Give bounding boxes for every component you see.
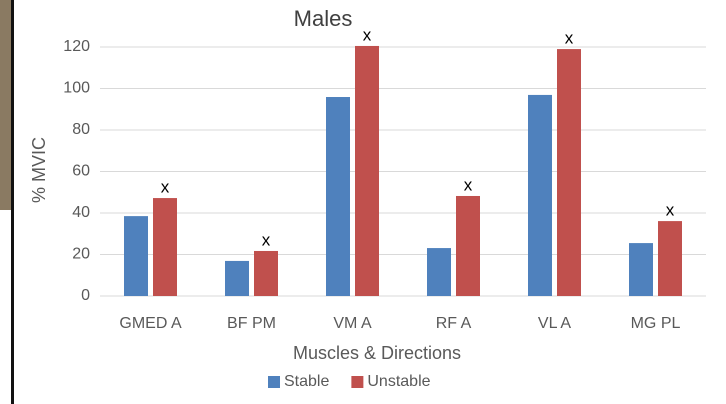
y-tick-label: 80 bbox=[72, 121, 90, 138]
frame-edge bbox=[11, 0, 14, 404]
annotation: x bbox=[565, 29, 574, 48]
bar bbox=[153, 198, 177, 296]
y-tick-label: 0 bbox=[81, 287, 90, 304]
x-tick-label: GMED A bbox=[119, 315, 182, 332]
y-tick-label: 120 bbox=[63, 38, 90, 55]
y-tick-label: 60 bbox=[72, 163, 90, 180]
annotation: x bbox=[161, 178, 170, 197]
legend-swatch bbox=[268, 376, 280, 388]
legend-label: Unstable bbox=[367, 373, 430, 390]
chart-title: Males bbox=[294, 6, 353, 31]
bar bbox=[629, 243, 653, 296]
y-tick-label: 20 bbox=[72, 246, 90, 263]
bar bbox=[528, 95, 552, 296]
annotation: x bbox=[262, 230, 271, 249]
x-tick-label: RF A bbox=[436, 315, 472, 332]
x-tick-label: MG PL bbox=[631, 315, 681, 332]
x-tick-label: VL A bbox=[538, 315, 572, 332]
bar bbox=[658, 221, 682, 296]
x-tick-label: BF PM bbox=[227, 315, 276, 332]
bar bbox=[557, 49, 581, 296]
annotation: x bbox=[666, 201, 675, 220]
annotation: x bbox=[363, 25, 372, 44]
chart: Males % MVIC Muscles & Directions 0 20 40 6… bbox=[0, 0, 726, 404]
bar bbox=[326, 97, 350, 296]
y-axis-title: % MVIC bbox=[29, 137, 49, 203]
annotation: x bbox=[464, 175, 473, 194]
bar bbox=[427, 248, 451, 296]
bar bbox=[124, 216, 148, 296]
bar bbox=[456, 196, 480, 296]
x-axis-title: Muscles & Directions bbox=[293, 343, 461, 363]
background-strip bbox=[0, 0, 11, 210]
legend-label: Stable bbox=[284, 373, 329, 390]
x-tick-label: VM A bbox=[333, 315, 372, 332]
legend-swatch bbox=[351, 376, 363, 388]
bar bbox=[225, 261, 249, 296]
bar bbox=[355, 46, 379, 296]
y-tick-label: 100 bbox=[63, 80, 90, 97]
y-tick-label: 40 bbox=[72, 204, 90, 221]
bar bbox=[254, 251, 278, 296]
